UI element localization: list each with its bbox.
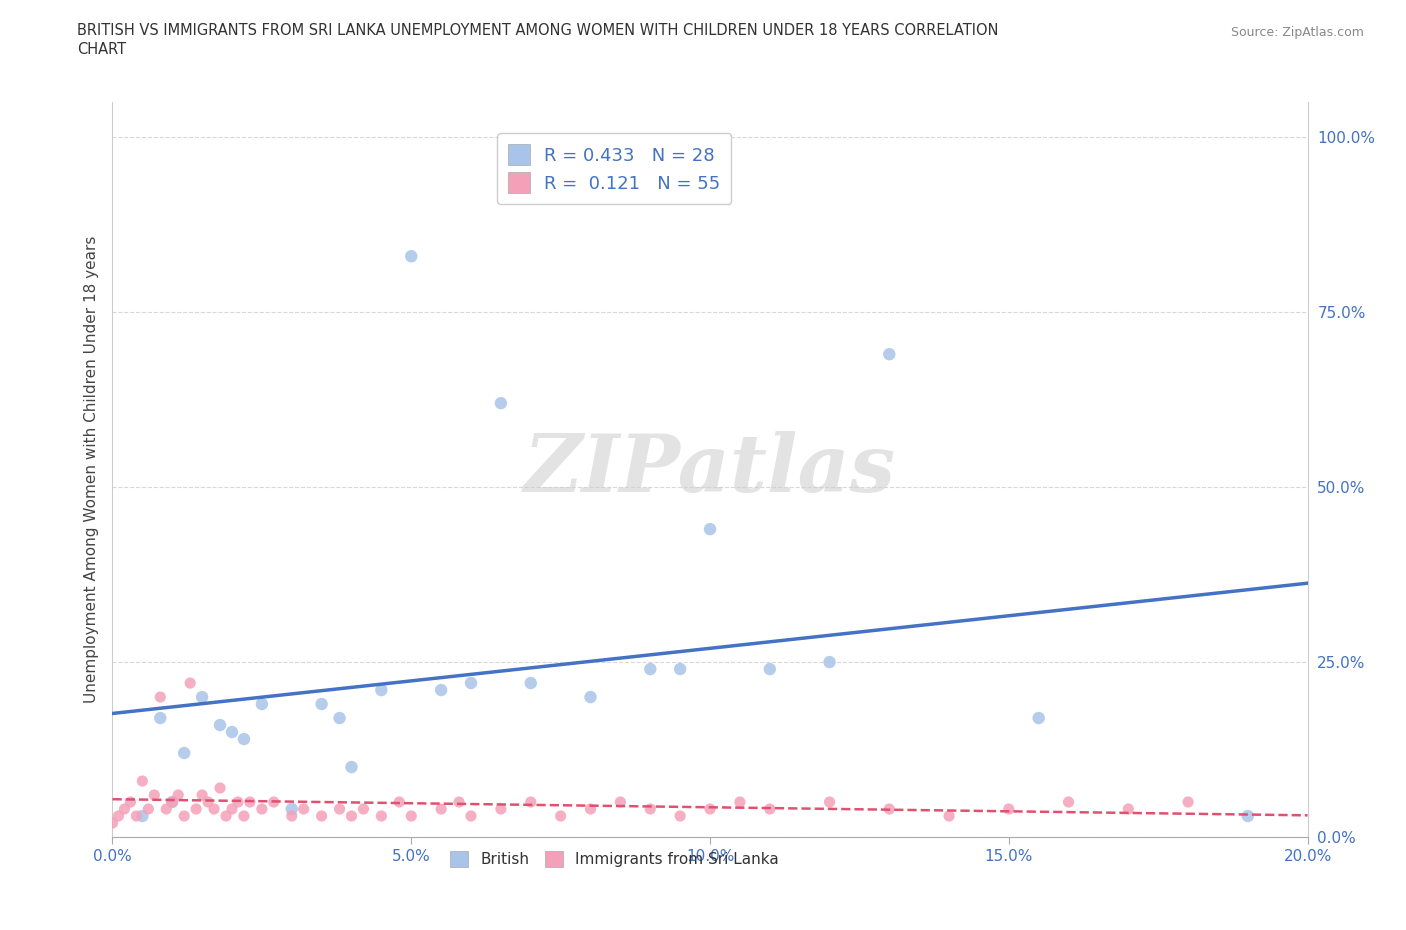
Point <box>818 794 841 809</box>
Point <box>370 808 392 823</box>
Point <box>340 760 363 775</box>
Point <box>233 808 256 823</box>
Point <box>120 794 142 809</box>
Point <box>460 675 482 690</box>
Point <box>125 808 148 823</box>
Point <box>209 718 232 733</box>
Point <box>215 808 238 823</box>
Point <box>226 794 249 809</box>
Point <box>179 675 201 690</box>
Point <box>370 683 392 698</box>
Point <box>329 711 352 725</box>
Point <box>1057 794 1080 809</box>
Point <box>640 661 662 676</box>
Point <box>221 724 243 739</box>
Point <box>489 802 512 817</box>
Point <box>579 690 602 705</box>
Point <box>579 802 602 817</box>
Point <box>221 802 243 817</box>
Point <box>998 802 1021 817</box>
Point <box>669 661 692 676</box>
Point <box>149 690 172 705</box>
Point <box>292 802 315 817</box>
Point <box>186 802 208 817</box>
Point <box>759 802 782 817</box>
Point <box>879 802 901 817</box>
Point <box>162 794 183 809</box>
Point <box>520 675 543 690</box>
Point <box>353 802 375 817</box>
Point <box>167 788 190 803</box>
Point <box>388 794 411 809</box>
Point <box>239 794 262 809</box>
Point <box>250 802 273 817</box>
Point <box>550 808 572 823</box>
Point <box>640 802 662 817</box>
Point <box>430 802 453 817</box>
Point <box>191 690 214 705</box>
Point <box>520 794 543 809</box>
Point <box>209 780 232 795</box>
Point <box>101 816 124 830</box>
Point <box>1118 802 1140 817</box>
Point <box>609 794 631 809</box>
Point <box>173 808 195 823</box>
Point <box>138 802 160 817</box>
Point <box>311 697 333 711</box>
Text: Source: ZipAtlas.com: Source: ZipAtlas.com <box>1230 26 1364 39</box>
Point <box>699 802 721 817</box>
Point <box>250 697 273 711</box>
Point <box>311 808 333 823</box>
Point <box>131 774 153 789</box>
Legend: British, Immigrants from Sri Lanka: British, Immigrants from Sri Lanka <box>444 845 785 873</box>
Point <box>401 808 423 823</box>
Point <box>281 808 304 823</box>
Point <box>669 808 692 823</box>
Point <box>759 661 782 676</box>
Point <box>489 396 512 411</box>
Point <box>938 808 960 823</box>
Point <box>114 802 135 817</box>
Point <box>263 794 285 809</box>
Point <box>162 794 183 809</box>
Point <box>728 794 751 809</box>
Point <box>818 655 841 670</box>
Point <box>449 794 471 809</box>
Point <box>1177 794 1199 809</box>
Point <box>879 347 901 362</box>
Text: ZIPatlas: ZIPatlas <box>524 431 896 509</box>
Text: BRITISH VS IMMIGRANTS FROM SRI LANKA UNEMPLOYMENT AMONG WOMEN WITH CHILDREN UNDE: BRITISH VS IMMIGRANTS FROM SRI LANKA UNE… <box>77 23 998 38</box>
Point <box>173 746 195 761</box>
Point <box>340 808 363 823</box>
Point <box>107 808 129 823</box>
Point <box>202 802 225 817</box>
Point <box>233 732 256 747</box>
Y-axis label: Unemployment Among Women with Children Under 18 years: Unemployment Among Women with Children U… <box>83 236 98 703</box>
Point <box>329 802 352 817</box>
Point <box>1237 808 1260 823</box>
Text: CHART: CHART <box>77 42 127 57</box>
Point <box>143 788 166 803</box>
Point <box>699 522 721 537</box>
Point <box>430 683 453 698</box>
Point <box>460 808 482 823</box>
Point <box>131 808 153 823</box>
Point <box>1028 711 1050 725</box>
Point <box>191 788 214 803</box>
Point <box>149 711 172 725</box>
Point <box>401 249 423 264</box>
Point <box>281 802 304 817</box>
Point <box>197 794 219 809</box>
Point <box>155 802 177 817</box>
